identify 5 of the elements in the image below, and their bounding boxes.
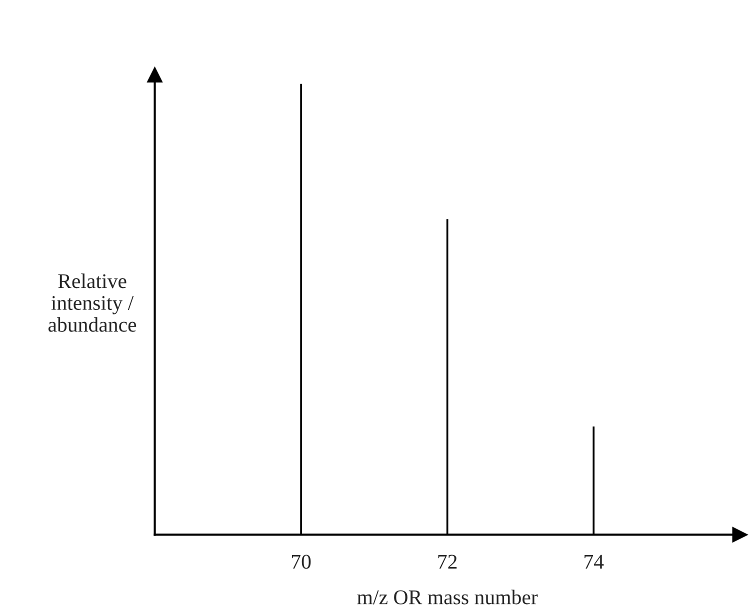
y-axis-title: Relative intensity / abundance [48, 274, 136, 332]
x-axis-title: m/z OR mass number [357, 590, 538, 604]
x-tick-label: 70 [292, 554, 311, 569]
x-tick-label: 72 [438, 554, 457, 569]
x-tick-label: 74 [584, 554, 604, 569]
